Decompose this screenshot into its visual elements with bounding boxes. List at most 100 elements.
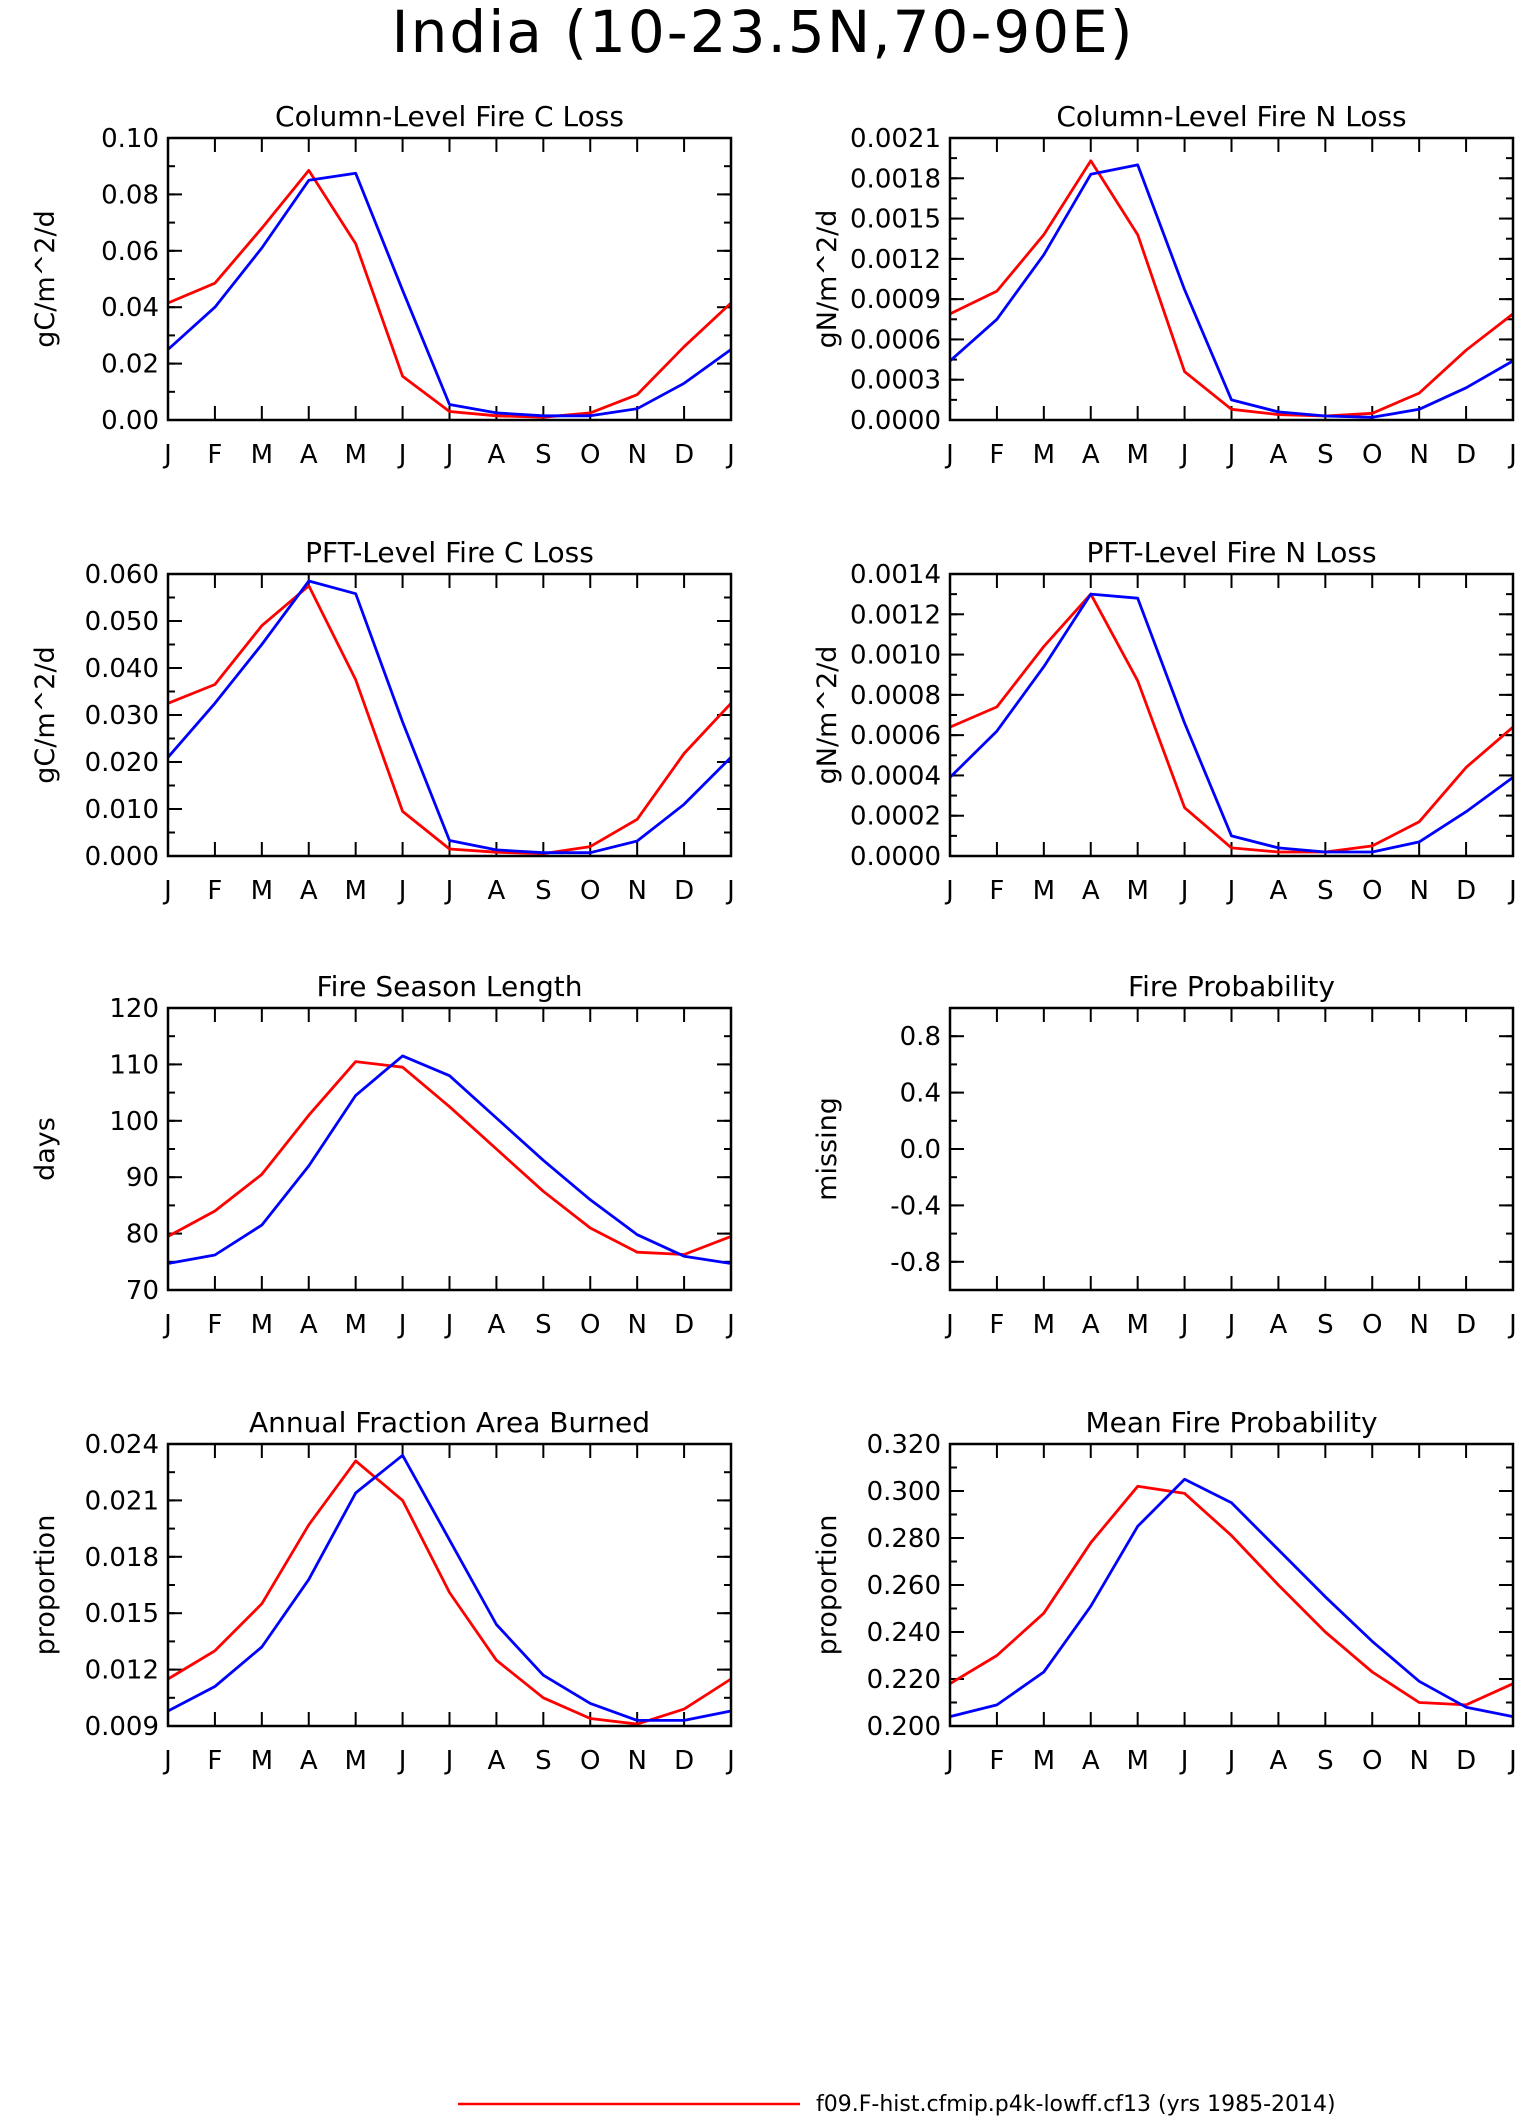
y-tick-label: 0.200 xyxy=(867,1712,941,1742)
x-tick-label: A xyxy=(1270,1310,1288,1340)
x-tick-label: J xyxy=(162,440,172,470)
x-tick-label: N xyxy=(1409,440,1428,470)
panel-title: Annual Fraction Area Burned xyxy=(249,1406,650,1439)
plot-frame xyxy=(948,136,1515,422)
x-tick-label: J xyxy=(444,876,454,906)
plot-frame xyxy=(948,1442,1515,1728)
series-line xyxy=(167,168,732,419)
y-tick-label: 0.06 xyxy=(101,237,159,267)
y-tick-label: 0.0018 xyxy=(850,164,941,194)
x-tick-label: N xyxy=(627,876,646,906)
panel-title: Fire Probability xyxy=(1128,970,1335,1003)
x-tick-label: A xyxy=(1082,876,1100,906)
x-tick-label: D xyxy=(674,876,694,906)
x-tick-label: N xyxy=(627,440,646,470)
x-tick-label: J xyxy=(1226,1310,1236,1340)
x-tick-label: N xyxy=(1409,1746,1428,1776)
x-tick-label: F xyxy=(207,440,222,470)
y-tick-label: 70 xyxy=(126,1276,159,1306)
y-tick-label: 0.024 xyxy=(85,1430,159,1460)
y-tick-label: -0.4 xyxy=(890,1191,941,1221)
x-tick-label: O xyxy=(1362,1746,1382,1776)
x-tick-label: J xyxy=(397,440,407,470)
x-tick-label: J xyxy=(944,876,954,906)
x-tick-label: A xyxy=(1270,1746,1288,1776)
x-tick-label: J xyxy=(944,1746,954,1776)
x-tick-label: O xyxy=(580,440,600,470)
y-tick-label: 0.300 xyxy=(867,1477,941,1507)
series-line xyxy=(167,1453,732,1722)
x-tick-label: A xyxy=(488,440,506,470)
y-tick-label: 0.0010 xyxy=(850,641,941,671)
x-tick-label: N xyxy=(627,1310,646,1340)
y-tick-label: 0.8 xyxy=(900,1022,941,1052)
x-tick-label: M xyxy=(344,876,366,906)
x-tick-label: M xyxy=(344,1310,366,1340)
plot-frame xyxy=(166,136,733,422)
y-tick-label: 0.10 xyxy=(101,124,159,154)
x-tick-label: S xyxy=(535,1310,552,1340)
y-tick-label: 0.0000 xyxy=(850,842,941,872)
x-tick-label: J xyxy=(1226,1746,1236,1776)
x-tick-label: D xyxy=(1456,440,1476,470)
y-tick-label: 0.009 xyxy=(85,1712,159,1742)
x-tick-label: N xyxy=(627,1746,646,1776)
y-tick-label: 0.0009 xyxy=(850,285,941,315)
chart-panel: PFT-Level Fire C Loss gC/m^2/d 0.000 0.010 0… xyxy=(30,536,735,906)
x-tick-label: O xyxy=(1362,876,1382,906)
x-tick-label: D xyxy=(1456,1310,1476,1340)
y-axis-label: proportion xyxy=(812,1515,843,1656)
chart-panel: Annual Fraction Area Burned proportion 0.0… xyxy=(30,1406,735,1776)
x-tick-label: J xyxy=(397,1746,407,1776)
plot-frame xyxy=(948,1006,1515,1292)
x-tick-label: F xyxy=(989,876,1004,906)
figure-title: India (10-23.5N,70-90E) xyxy=(392,0,1135,66)
legend-label: f09.F-hist.cfmip.p4k-lowff.cf13 (yrs 198… xyxy=(816,2092,1336,2117)
x-tick-label: S xyxy=(535,440,552,470)
y-tick-label: 0.240 xyxy=(867,1618,941,1648)
x-tick-label: J xyxy=(1179,1746,1189,1776)
x-tick-label: D xyxy=(1456,1746,1476,1776)
x-tick-label: S xyxy=(1317,876,1334,906)
y-tick-label: 0.0015 xyxy=(850,205,941,235)
legend: f09.F-hist.cfmip.p4k-lowff.cf13 (yrs 198… xyxy=(458,2092,1336,2117)
y-tick-label: 0.0012 xyxy=(850,245,941,275)
y-tick-label: 100 xyxy=(109,1107,159,1137)
x-tick-label: O xyxy=(580,1310,600,1340)
y-tick-label: 0.08 xyxy=(101,180,159,210)
x-tick-label: M xyxy=(344,1746,366,1776)
y-tick-label: 0.0 xyxy=(900,1135,941,1165)
series-line xyxy=(167,1459,732,1726)
x-tick-label: M xyxy=(251,440,273,470)
x-tick-label: M xyxy=(344,440,366,470)
x-tick-label: F xyxy=(207,876,222,906)
x-tick-label: J xyxy=(162,1746,172,1776)
x-tick-label: J xyxy=(1507,1746,1517,1776)
x-tick-label: M xyxy=(1033,1310,1055,1340)
x-tick-label: D xyxy=(674,1746,694,1776)
x-tick-label: A xyxy=(300,440,318,470)
y-tick-label: 0.040 xyxy=(85,654,159,684)
plot-frame xyxy=(166,1006,733,1292)
y-tick-label: 0.0006 xyxy=(850,325,941,355)
x-tick-label: M xyxy=(1126,1746,1148,1776)
y-tick-label: 0.04 xyxy=(101,293,159,323)
y-axis-label: proportion xyxy=(30,1515,61,1656)
x-tick-label: J xyxy=(1179,1310,1189,1340)
x-tick-label: J xyxy=(725,876,735,906)
chart-panel: Column-Level Fire N Loss gN/m^2/d 0.0000 0.… xyxy=(812,100,1517,470)
x-tick-label: J xyxy=(1507,1310,1517,1340)
x-tick-label: J xyxy=(725,440,735,470)
y-tick-label: 0.0006 xyxy=(850,721,941,751)
x-tick-label: S xyxy=(535,876,552,906)
x-tick-label: O xyxy=(1362,440,1382,470)
series-line xyxy=(949,159,1514,418)
x-tick-label: M xyxy=(251,1746,273,1776)
x-tick-label: M xyxy=(1033,1746,1055,1776)
x-tick-label: A xyxy=(300,1310,318,1340)
y-tick-label: 0.060 xyxy=(85,560,159,590)
y-tick-label: 120 xyxy=(109,994,159,1024)
x-tick-label: J xyxy=(1179,440,1189,470)
x-tick-label: J xyxy=(725,1310,735,1340)
